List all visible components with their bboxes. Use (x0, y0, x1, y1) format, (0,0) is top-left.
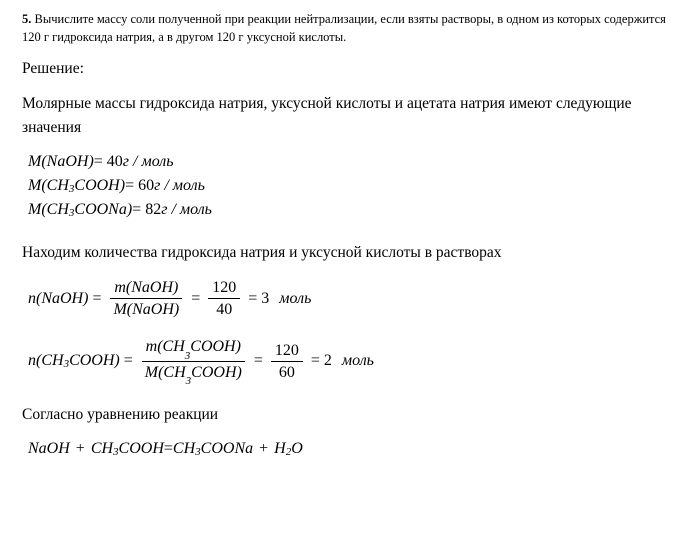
species-naoh-2: (NaOH) (36, 290, 88, 308)
symbol-n-2: n (28, 352, 36, 370)
species-ch3cooh-2b: COOH) (69, 352, 120, 370)
subscript-2: 2 (286, 446, 292, 458)
unit-mol-2: моль (342, 352, 374, 370)
reactant-ch3cooh-b: COOH (119, 440, 164, 458)
problem-statement: 5. Вычислите массу соли полученной при р… (22, 10, 678, 46)
amount-ch3cooh-equation: n(CH3COOH) = m(CH3COOH) M(CH3COOH) = 120… (28, 337, 678, 385)
fraction-numeric-ch3cooh: 120 60 (271, 341, 303, 382)
species-ch3cooh-a: (CH (41, 177, 69, 195)
molar-mass-ch3cooh: M(CH3COOH) = 60 г / моль (28, 177, 678, 195)
product-h2o-a: H (274, 440, 286, 458)
subscript-3: 3 (69, 183, 75, 195)
plus-1: + (76, 440, 85, 458)
species-naoh-4: (NaOH) (127, 301, 179, 318)
paragraph-reaction-intro: Согласно уравнению реакции (22, 403, 678, 426)
symbol-M: M (28, 153, 41, 171)
subscript-3-d: 3 (185, 350, 191, 362)
symbol-m-2: m (146, 338, 158, 355)
equals-reaction: = (164, 440, 173, 458)
subscript-3-f: 3 (113, 446, 119, 458)
reactant-naoh: NaOH (28, 440, 70, 458)
value-naoh: = 40 (94, 153, 123, 171)
numerator-120-b: 120 (271, 341, 303, 362)
numerator-120: 120 (208, 278, 240, 299)
equals-4: = (124, 352, 133, 370)
symbol-M-3: M (28, 201, 41, 219)
reaction-equation: NaOH + CH3COOH = CH3COONa + H2O (28, 440, 678, 458)
species-ch3cooh-2a: (CH (36, 352, 64, 370)
molar-mass-ch3coona: M(CH3COONa) = 82 г / моль (28, 201, 678, 219)
paragraph-amounts-intro: Находим количества гидроксида натрия и у… (22, 241, 678, 264)
species-ch3coona-b: COONa) (74, 201, 132, 219)
product-ch3coona-a: CH (173, 440, 195, 458)
subscript-3-c: 3 (64, 358, 70, 370)
denominator-40: 40 (212, 299, 236, 319)
solution-label: Решение: (22, 60, 678, 78)
species-ch3cooh-4b: COOH) (191, 364, 242, 381)
paragraph-molar-masses-intro: Молярные массы гидроксида натрия, уксусн… (22, 92, 678, 139)
reactant-ch3cooh-a: CH (91, 440, 113, 458)
equals-3-value: = 3 (248, 290, 269, 308)
problem-text: Вычислите массу соли полученной при реак… (22, 12, 666, 44)
symbol-M-2: M (28, 177, 41, 195)
symbol-n: n (28, 290, 36, 308)
unit-ch3cooh: г / моль (154, 177, 205, 195)
fraction-symbolic-ch3cooh: m(CH3COOH) M(CH3COOH) (141, 337, 246, 385)
molar-mass-naoh: M(NaOH) = 40 г / моль (28, 153, 678, 171)
equals-1: = (92, 290, 101, 308)
equals-2-value: = 2 (311, 352, 332, 370)
unit-mol-1: моль (279, 290, 311, 308)
product-ch3coona-b: COONa (201, 440, 253, 458)
symbol-m: m (114, 279, 126, 296)
symbol-M-4: M (113, 301, 126, 318)
problem-number: 5. (22, 12, 31, 26)
species-ch3cooh-b: COOH) (74, 177, 125, 195)
unit-ch3coona: г / моль (161, 201, 212, 219)
species-ch3coona-a: (CH (41, 201, 69, 219)
equals-5: = (254, 352, 263, 370)
equals-2: = (191, 290, 200, 308)
molar-masses-block: M(NaOH) = 40 г / моль M(CH3COOH) = 60 г … (28, 153, 678, 219)
species-naoh-3: (NaOH) (126, 279, 178, 296)
unit-naoh: г / моль (123, 153, 174, 171)
product-h2o-b: O (291, 440, 303, 458)
value-ch3coona: = 82 (132, 201, 161, 219)
species-ch3cooh-4a: (CH (158, 364, 186, 381)
symbol-M-5: M (145, 364, 158, 381)
species-ch3cooh-3b: COOH) (190, 338, 241, 355)
subscript-3-e: 3 (186, 375, 192, 387)
subscript-3-g: 3 (195, 446, 201, 458)
fraction-symbolic-naoh: m(NaOH) M(NaOH) (109, 278, 183, 319)
plus-2: + (259, 440, 268, 458)
fraction-numeric-naoh: 120 40 (208, 278, 240, 319)
value-ch3cooh: = 60 (125, 177, 154, 195)
species-ch3cooh-3a: (CH (157, 338, 185, 355)
species-naoh: (NaOH) (41, 153, 93, 171)
subscript-3-b: 3 (69, 207, 75, 219)
denominator-60: 60 (275, 362, 299, 382)
amount-naoh-equation: n(NaOH) = m(NaOH) M(NaOH) = 120 40 = 3 м… (28, 278, 678, 319)
